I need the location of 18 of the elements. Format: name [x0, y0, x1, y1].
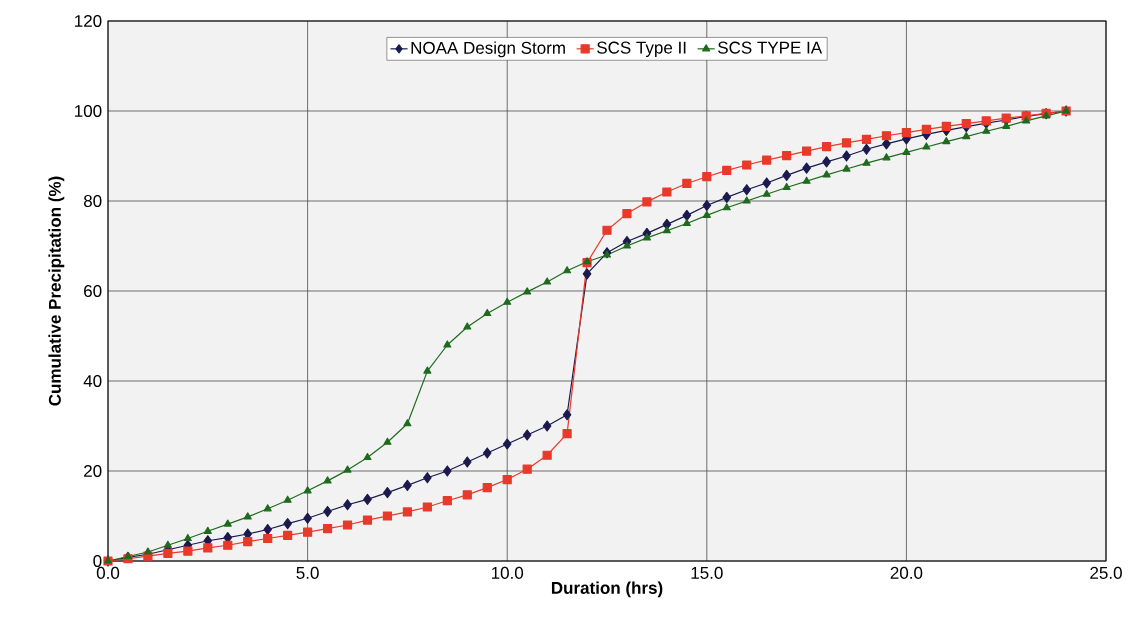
x-tick-label: 5.0: [296, 566, 319, 579]
y-tick-label: 0: [93, 554, 102, 568]
y-axis-title: Cumulative Precipitation (%): [48, 176, 65, 406]
x-tick-label: 25.0: [1090, 566, 1122, 579]
x-axis-title: Duration (hrs): [551, 581, 663, 598]
legend-label: NOAA Design Storm: [411, 41, 565, 58]
x-tick-label: 20.0: [890, 566, 923, 579]
legend-label: SCS TYPE IA: [718, 41, 823, 54]
x-tick-label: 15.0: [691, 566, 723, 579]
y-tick-label: 60: [84, 284, 102, 298]
x-tick-label: 10.0: [491, 566, 524, 579]
legend-label: SCS Type II: [597, 41, 686, 58]
x-tick-label: 0.0: [96, 566, 120, 579]
y-tick-label: 100: [75, 104, 102, 118]
y-tick-label: 40: [83, 374, 102, 388]
y-tick-label: 20: [84, 464, 102, 478]
y-tick-label: 120: [75, 14, 102, 28]
y-tick-label: 80: [83, 194, 102, 208]
